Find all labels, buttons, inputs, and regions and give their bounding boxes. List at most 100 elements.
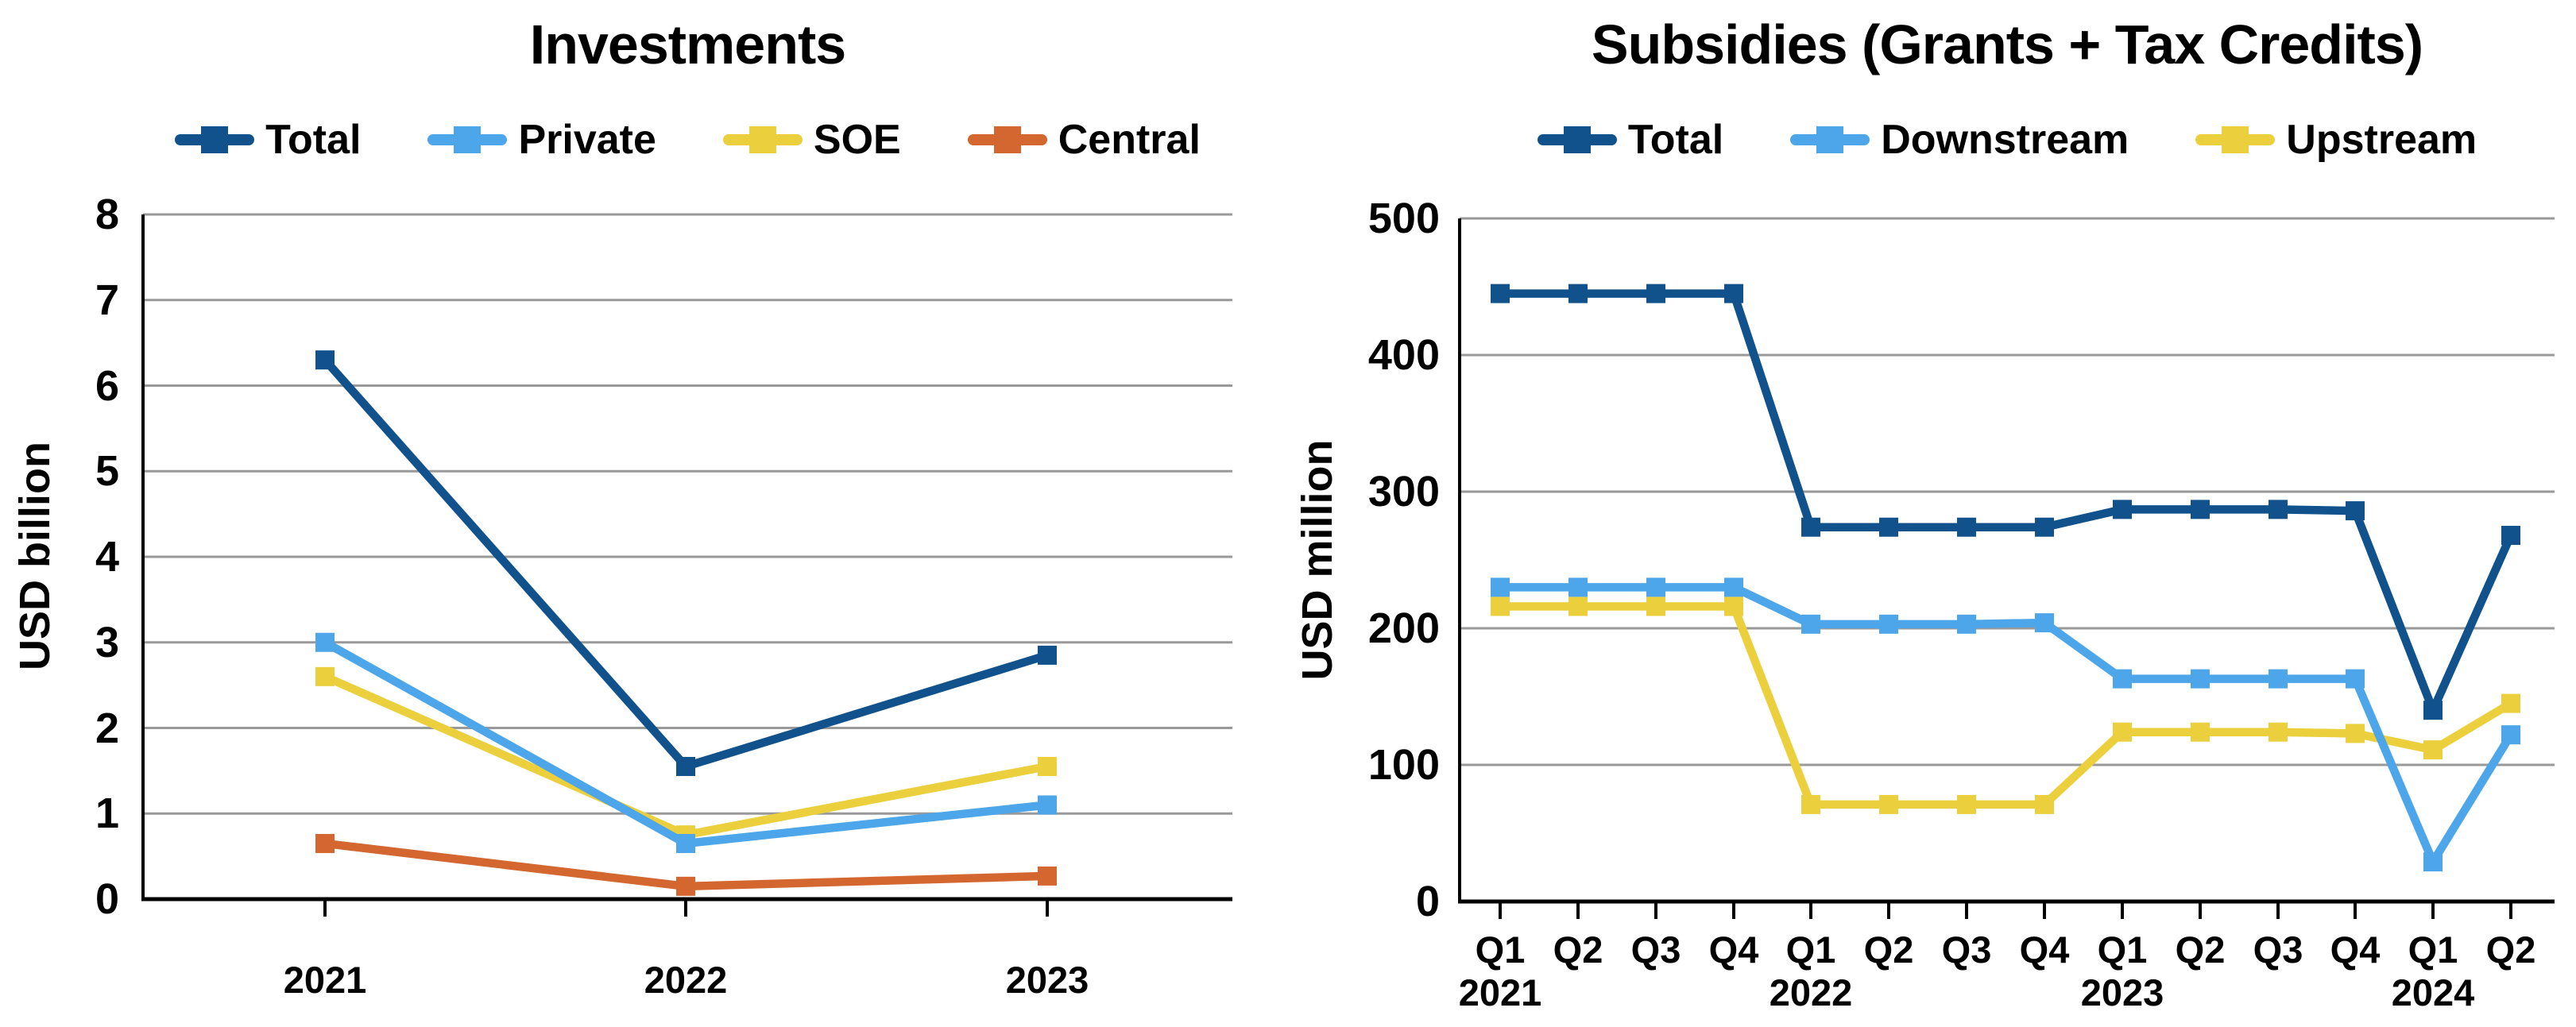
- y-tick-label-investments-8: 8: [95, 191, 119, 238]
- series-marker-investments-total-1: [676, 756, 695, 776]
- series-marker-investments-soe-0: [315, 666, 335, 686]
- y-tick-label-subsidies-200: 200: [1367, 604, 1440, 652]
- y-tick-label-investments-1: 1: [95, 790, 119, 838]
- legend-label-downstream: Downstream: [1881, 117, 2129, 163]
- x-tick-label-subsidies-3: Q4: [1708, 929, 1759, 971]
- series-marker-investments-total-0: [315, 350, 335, 370]
- chart-title-subsidies: Subsidies (Grants + Tax Credits): [1591, 14, 2423, 75]
- y-tick-label-subsidies-300: 300: [1367, 468, 1440, 515]
- series-marker-investments-central-1: [676, 876, 695, 896]
- legend-marker-square: [748, 126, 776, 153]
- legend-label-private: Private: [518, 117, 656, 163]
- legend-marker-square: [993, 126, 1021, 153]
- x-tick-label-subsidies-2: Q3: [1630, 929, 1681, 971]
- y-tick-label-investments-5: 5: [95, 447, 119, 496]
- series-marker-investments-soe-2: [1038, 756, 1057, 776]
- x-tick-label-investments-1: 2022: [644, 959, 728, 1001]
- legend-label-upstream: Upstream: [2286, 117, 2477, 163]
- y-tick-label-subsidies-0: 0: [1415, 878, 1440, 925]
- series-marker-subsidies-total-11: [2346, 501, 2365, 521]
- x-tick-label-subsidies-7: Q4: [2019, 929, 2070, 971]
- series-marker-subsidies-upstream-1: [1568, 597, 1588, 616]
- series-marker-subsidies-total-2: [1646, 284, 1665, 303]
- legend-item-downstream: Downstream: [1790, 116, 2129, 164]
- series-marker-subsidies-downstream-12: [2423, 852, 2443, 872]
- legend-item-upstream: Upstream: [2195, 116, 2477, 164]
- series-marker-subsidies-upstream-5: [1879, 794, 1898, 814]
- y-tick-label-investments-0: 0: [95, 875, 119, 923]
- x-tick-label-subsidies-6: Q3: [1941, 929, 1992, 971]
- series-marker-subsidies-downstream-7: [2035, 613, 2054, 633]
- legend-item-private: Private: [427, 116, 656, 164]
- legend-marker-icon-downstream: [1790, 125, 1870, 154]
- legend-marker-square: [201, 126, 229, 153]
- x-tick-label-subsidies-5: Q2: [1863, 929, 1914, 971]
- legend-marker-icon-upstream: [2195, 125, 2276, 154]
- x-tick-label-subsidies-1: Q2: [1553, 929, 1603, 971]
- series-marker-subsidies-total-12: [2423, 701, 2443, 720]
- legend-investments: Total Private SOE Central: [143, 108, 1232, 172]
- legend-marker-icon-total: [175, 125, 255, 154]
- series-marker-investments-central-0: [315, 833, 335, 853]
- x-tick-label-investments-0: 2021: [283, 959, 367, 1001]
- legend-marker-icon-total: [1537, 125, 1617, 154]
- series-marker-subsidies-upstream-7: [2035, 794, 2054, 814]
- series-marker-investments-private-0: [315, 632, 335, 652]
- series-marker-subsidies-downstream-4: [1801, 614, 1820, 634]
- series-marker-subsidies-downstream-3: [1724, 577, 1743, 597]
- legend-marker-icon-private: [427, 125, 508, 154]
- series-line-subsidies-downstream: [1500, 583, 2515, 867]
- series-marker-subsidies-total-9: [2191, 500, 2210, 519]
- legend-marker-square: [1816, 126, 1844, 153]
- series-marker-subsidies-total-5: [1879, 517, 1898, 537]
- series-marker-subsidies-upstream-13: [2501, 693, 2520, 713]
- legend-item-total: Total: [1537, 116, 1723, 164]
- legend-marker-square: [2222, 126, 2249, 153]
- x-tick-label-subsidies-4: Q1: [1785, 929, 1836, 971]
- series-marker-subsidies-upstream-11: [2346, 724, 2365, 743]
- legend-item-central: Central: [967, 116, 1201, 164]
- legend-label-total: Total: [1627, 117, 1724, 163]
- y-tick-label-subsidies-400: 400: [1367, 331, 1440, 379]
- series-marker-subsidies-downstream-1: [1568, 577, 1588, 597]
- x-tick-label-subsidies-8: Q1: [2097, 929, 2148, 971]
- legend-label-soe: SOE: [813, 117, 901, 163]
- series-marker-subsidies-upstream-10: [2269, 722, 2288, 742]
- series-marker-subsidies-upstream-2: [1646, 597, 1665, 616]
- series-marker-subsidies-total-0: [1491, 284, 1510, 303]
- series-marker-subsidies-total-13: [2501, 526, 2520, 546]
- x-tick-label-subsidies-12: Q1: [2408, 929, 2458, 971]
- series-marker-subsidies-upstream-6: [1957, 794, 1976, 814]
- y-tick-label-investments-6: 6: [95, 361, 119, 410]
- legend-item-total: Total: [175, 116, 361, 164]
- series-marker-subsidies-downstream-13: [2501, 725, 2520, 745]
- series-marker-subsidies-upstream-8: [2113, 722, 2132, 742]
- series-marker-subsidies-upstream-4: [1801, 794, 1820, 814]
- series-marker-subsidies-downstream-10: [2269, 669, 2288, 689]
- series-marker-investments-central-2: [1038, 866, 1057, 886]
- series-marker-subsidies-total-3: [1724, 284, 1743, 303]
- series-line-subsidies-total: [1500, 289, 2515, 715]
- series-marker-investments-private-2: [1038, 795, 1057, 815]
- y-tick-label-investments-2: 2: [95, 704, 119, 752]
- y-tick-label-subsidies-500: 500: [1367, 195, 1440, 242]
- series-marker-subsidies-downstream-9: [2191, 669, 2210, 689]
- x-tick-label-subsidies-10: Q3: [2253, 929, 2303, 971]
- x-tick-label-subsidies-13: Q2: [2485, 929, 2536, 971]
- series-marker-subsidies-upstream-12: [2423, 740, 2443, 760]
- x-year-label-subsidies-2023: 2023: [2080, 971, 2164, 1013]
- legend-marker-square: [1563, 126, 1591, 153]
- legend-marker-icon-soe: [722, 125, 803, 154]
- series-marker-subsidies-total-7: [2035, 517, 2054, 537]
- y-tick-label-investments-7: 7: [95, 276, 119, 324]
- series-marker-subsidies-downstream-2: [1646, 577, 1665, 597]
- legend-label-total: Total: [265, 117, 362, 163]
- y-tick-label-investments-3: 3: [95, 618, 119, 666]
- legend-label-central: Central: [1058, 117, 1201, 163]
- y-tick-label-subsidies-100: 100: [1367, 741, 1440, 789]
- x-tick-label-subsidies-0: Q1: [1475, 929, 1526, 971]
- y-tick-label-investments-4: 4: [95, 533, 119, 581]
- x-year-label-subsidies-2024: 2024: [2391, 971, 2475, 1013]
- series-marker-subsidies-upstream-9: [2191, 722, 2210, 742]
